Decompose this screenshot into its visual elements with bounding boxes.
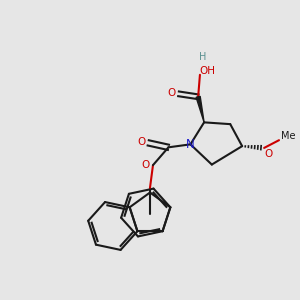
Text: Me: Me xyxy=(281,131,295,141)
Text: O: O xyxy=(137,137,145,147)
Text: O: O xyxy=(265,149,273,160)
Text: O: O xyxy=(167,88,175,98)
Text: H: H xyxy=(199,52,206,62)
Text: O: O xyxy=(142,160,150,170)
Text: N: N xyxy=(186,138,195,152)
Text: OH: OH xyxy=(200,66,216,76)
Polygon shape xyxy=(196,96,204,122)
